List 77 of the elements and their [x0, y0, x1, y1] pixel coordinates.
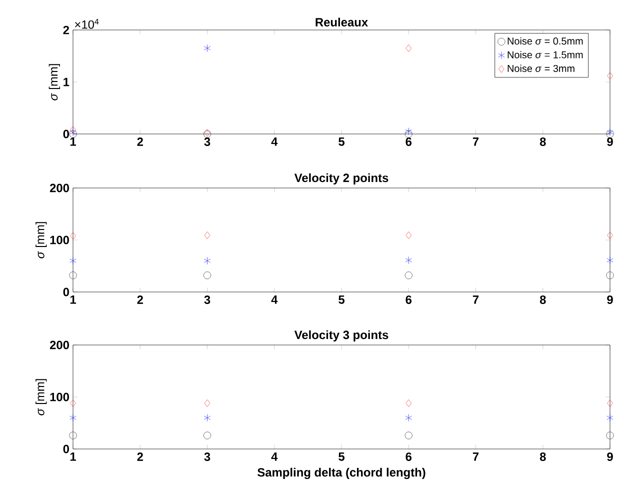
point [406, 232, 412, 240]
point [404, 432, 412, 440]
y-axis-title: σ [mm] [48, 64, 60, 100]
point [204, 44, 211, 52]
x-tick-label: 3 [204, 138, 210, 146]
point [405, 414, 412, 422]
point [69, 432, 77, 440]
x-tick-label: 1 [70, 452, 76, 461]
point [406, 44, 412, 52]
chart-title: Velocity 2 points [294, 173, 388, 184]
y-tick-label: 0 [63, 130, 69, 138]
point [405, 256, 412, 264]
point [70, 232, 76, 240]
point [606, 256, 614, 264]
y-axis-title: σ [mm] [36, 222, 47, 258]
point [607, 399, 613, 408]
legend-label: Noise σ = 1.5mm [508, 50, 583, 58]
point [70, 257, 76, 265]
point [607, 72, 613, 80]
point [406, 399, 412, 408]
point [404, 130, 412, 138]
x-tick-label: 6 [406, 296, 412, 304]
point [70, 126, 76, 134]
y-tick-label: 1 [64, 78, 70, 86]
chart-title: Velocity 3 points [294, 330, 388, 342]
point [70, 399, 76, 408]
text: ×10$^{4}$ [75, 18, 99, 29]
y-tick-label: 0 [63, 288, 69, 296]
legend-label: Noise σ = 0.5mm [508, 37, 583, 45]
x-tick-label: 7 [472, 296, 479, 304]
x-tick-label: 4 [271, 138, 278, 146]
point [606, 414, 614, 422]
x-tick-label: 4 [271, 452, 278, 461]
x-tick-label: 3 [204, 452, 210, 461]
x-tick-label: 4 [271, 296, 278, 304]
x-tick-label: 2 [137, 296, 143, 304]
point [204, 232, 210, 240]
point [203, 272, 212, 280]
point [606, 272, 614, 280]
chart-title: Reuleaux [316, 18, 368, 26]
x-tick-label: 8 [540, 138, 546, 146]
point [405, 128, 412, 136]
legend-label: Noise σ = 3mm [508, 64, 574, 72]
x-tick-label: 8 [540, 452, 546, 461]
point [204, 257, 211, 265]
y-axis-title: σ [mm] [36, 379, 47, 416]
x-axis-title: Sampling delta (chord length) [258, 468, 426, 480]
x-tick-label: 1 [70, 296, 76, 304]
y-tick-label: 200 [50, 184, 69, 192]
x-tick-label: 7 [472, 452, 479, 461]
point [404, 272, 412, 280]
x-tick-label: 5 [338, 452, 344, 461]
y-tick-label: 0 [63, 444, 69, 454]
x-tick-label: 9 [607, 296, 613, 304]
x-tick-label: 2 [137, 138, 143, 146]
point [606, 432, 614, 440]
x-tick-label: 8 [540, 296, 546, 304]
x-tick-label: 5 [338, 138, 344, 146]
x-tick-label: 5 [338, 296, 344, 304]
y-tick-label: 2 [63, 26, 70, 34]
x-tick-label: 6 [406, 452, 412, 461]
y-tick-label: 100 [50, 392, 69, 402]
point [203, 432, 212, 440]
x-tick-label: 7 [472, 138, 479, 146]
y-tick-label: 200 [50, 340, 69, 350]
point [204, 414, 211, 422]
x-tick-label: 9 [607, 452, 613, 461]
x-tick-label: 1 [70, 138, 76, 146]
x-tick-label: 3 [204, 296, 210, 304]
x-tick-label: 2 [137, 452, 143, 461]
x-tick-label: 6 [406, 138, 412, 146]
point [607, 232, 613, 240]
point [204, 399, 210, 408]
x-tick-label: 9 [607, 138, 613, 146]
point [69, 272, 77, 280]
y-tick-label: 100 [50, 236, 69, 244]
point [70, 414, 76, 422]
